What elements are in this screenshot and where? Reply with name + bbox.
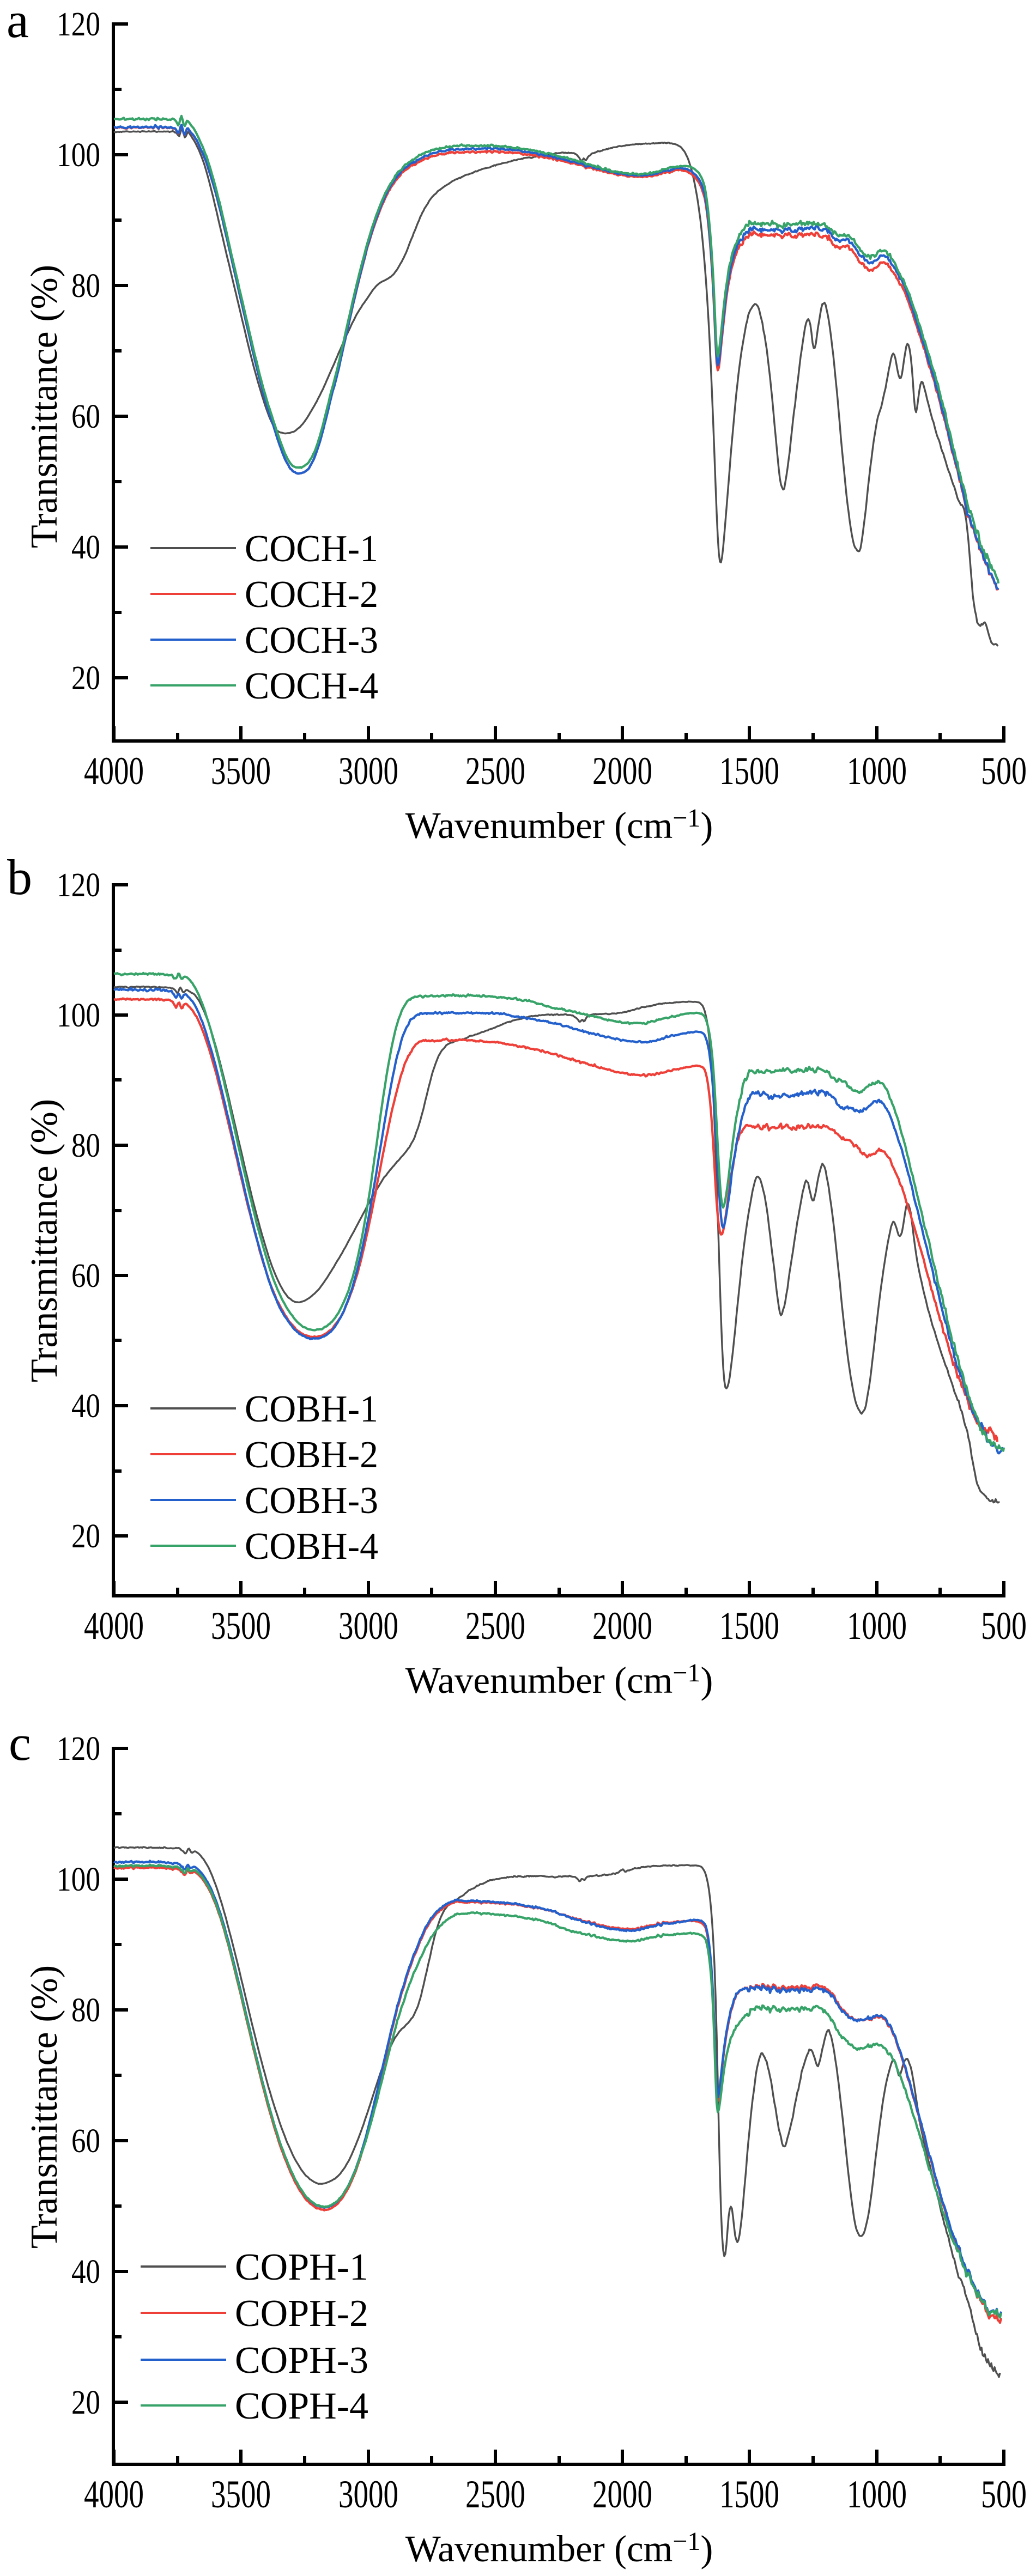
svg-text:100: 100	[57, 137, 100, 174]
svg-text:b: b	[7, 849, 32, 905]
svg-text:COPH-4: COPH-4	[235, 2385, 368, 2427]
svg-text:c: c	[9, 1715, 31, 1771]
svg-text:2000: 2000	[592, 749, 652, 793]
svg-text:500: 500	[981, 1604, 1027, 1648]
svg-text:40: 40	[71, 1388, 100, 1425]
svg-text:3000: 3000	[338, 749, 398, 793]
svg-text:2500: 2500	[465, 1604, 525, 1648]
svg-text:4000: 4000	[84, 2472, 144, 2516]
svg-text:4000: 4000	[84, 749, 144, 793]
svg-text:100: 100	[57, 1861, 100, 1898]
svg-text:3500: 3500	[211, 749, 271, 793]
svg-text:3500: 3500	[211, 1604, 271, 1648]
svg-text:Transmittance (%): Transmittance (%)	[23, 1965, 65, 2249]
svg-text:40: 40	[71, 2253, 100, 2291]
svg-text:1500: 1500	[719, 2472, 779, 2516]
svg-text:COPH-2: COPH-2	[235, 2293, 368, 2335]
svg-text:100: 100	[57, 997, 100, 1034]
svg-text:20: 20	[71, 660, 100, 697]
svg-text:2000: 2000	[592, 2472, 652, 2516]
svg-text:1500: 1500	[719, 749, 779, 793]
svg-text:Wavenumber (cm−1): Wavenumber (cm−1)	[405, 2527, 713, 2569]
svg-text:60: 60	[71, 398, 100, 435]
svg-text:1000: 1000	[847, 749, 907, 793]
svg-text:3000: 3000	[338, 1604, 398, 1648]
svg-text:80: 80	[71, 268, 100, 305]
svg-text:1000: 1000	[847, 2472, 907, 2516]
svg-text:60: 60	[71, 2123, 100, 2160]
svg-text:COCH-3: COCH-3	[245, 619, 378, 661]
svg-text:3000: 3000	[338, 2472, 398, 2516]
svg-text:80: 80	[71, 1127, 100, 1164]
svg-text:80: 80	[71, 1992, 100, 2029]
svg-text:40: 40	[71, 529, 100, 566]
svg-text:500: 500	[981, 749, 1027, 793]
svg-text:120: 120	[57, 867, 100, 904]
svg-text:120: 120	[57, 6, 100, 43]
svg-text:1500: 1500	[719, 1604, 779, 1648]
svg-text:Wavenumber (cm−1): Wavenumber (cm−1)	[405, 1658, 713, 1701]
svg-text:60: 60	[71, 1257, 100, 1295]
svg-text:500: 500	[981, 2472, 1027, 2516]
svg-text:4000: 4000	[84, 1604, 144, 1648]
svg-text:2000: 2000	[592, 1604, 652, 1648]
svg-text:COCH-1: COCH-1	[245, 528, 378, 570]
svg-text:Wavenumber (cm−1): Wavenumber (cm−1)	[405, 804, 713, 846]
svg-text:COBH-1: COBH-1	[245, 1388, 378, 1430]
svg-text:COPH-1: COPH-1	[235, 2246, 368, 2288]
svg-text:3500: 3500	[211, 2472, 271, 2516]
svg-text:1000: 1000	[847, 1604, 907, 1648]
svg-text:Transmittance (%): Transmittance (%)	[23, 1099, 65, 1382]
svg-text:COBH-2: COBH-2	[245, 1434, 378, 1476]
svg-text:COBH-4: COBH-4	[245, 1526, 378, 1568]
svg-text:COCH-2: COCH-2	[245, 574, 378, 616]
svg-text:Transmittance (%): Transmittance (%)	[23, 265, 65, 548]
svg-text:20: 20	[71, 2384, 100, 2421]
svg-text:COBH-3: COBH-3	[245, 1480, 378, 1522]
svg-text:2500: 2500	[465, 749, 525, 793]
svg-text:20: 20	[71, 1518, 100, 1555]
svg-text:COCH-4: COCH-4	[245, 665, 378, 707]
svg-text:120: 120	[57, 1730, 100, 1767]
svg-text:2500: 2500	[465, 2472, 525, 2516]
svg-text:a: a	[7, 0, 29, 48]
svg-text:COPH-3: COPH-3	[235, 2340, 368, 2381]
